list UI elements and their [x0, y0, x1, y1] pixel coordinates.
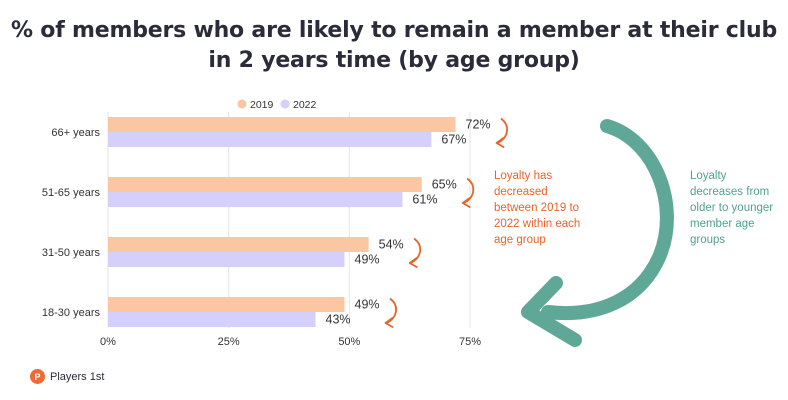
legend-marker-2019 — [237, 99, 247, 109]
value-label-2019: 54% — [379, 238, 404, 252]
x-tick-label: 75% — [459, 336, 481, 348]
bar-2019 — [108, 297, 345, 312]
value-label-2022: 67% — [441, 133, 466, 147]
category-label: 18-30 years — [42, 307, 101, 319]
x-tick-label: 25% — [218, 336, 240, 348]
value-label-2019: 65% — [432, 178, 457, 192]
decrease-arrowhead-icon — [408, 257, 418, 268]
x-tick-label: 50% — [338, 336, 360, 348]
category-label: 66+ years — [51, 127, 100, 139]
value-label-2022: 61% — [412, 193, 437, 207]
age-group-trend-note: Loyalty decreases from older to younger … — [690, 170, 774, 246]
category-label: 51-65 years — [42, 187, 101, 199]
bar-2019 — [108, 237, 369, 252]
decrease-arrowhead-icon — [461, 197, 471, 208]
value-label-2019: 49% — [355, 298, 380, 312]
brand-footer: P Players 1st — [30, 369, 104, 384]
value-label-2022: 43% — [326, 313, 351, 327]
trend-arrow-icon — [541, 119, 674, 320]
loyalty-decrease-note: Loyalty has decreased between 2019 to 20… — [494, 170, 581, 246]
bar-2022 — [108, 132, 432, 147]
value-label-2022: 49% — [355, 253, 380, 267]
bar-2022 — [108, 252, 345, 267]
value-label-2019: 72% — [466, 118, 491, 132]
bar-2019 — [108, 117, 456, 132]
decrease-arrowhead-icon — [384, 317, 394, 328]
legend-label-2019: 2019 — [250, 99, 274, 111]
decrease-arrowhead-icon — [495, 137, 505, 148]
trend-arrowhead-icon — [521, 276, 582, 347]
x-tick-label: 0% — [100, 336, 116, 348]
brand-name: Players 1st — [50, 370, 105, 383]
legend-marker-2022 — [280, 99, 290, 109]
bar-2022 — [108, 312, 316, 327]
category-label: 31-50 years — [42, 247, 101, 259]
chart-title: % of members who are likely to remain a … — [10, 18, 777, 73]
players-1st-logo-icon: P — [30, 369, 45, 384]
bar-2019 — [108, 177, 422, 192]
legend-label-2022: 2022 — [293, 99, 317, 111]
bar-2022 — [108, 192, 403, 207]
